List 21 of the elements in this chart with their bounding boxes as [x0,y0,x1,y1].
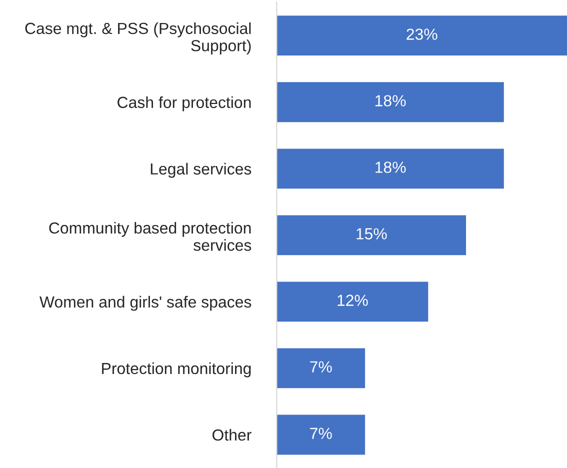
y-tick-label: Cash for protection [118,96,251,112]
y-tick-label: Case mgt. & PSS (Psychosocial Support) [25,22,251,54]
data-label: 7% [310,428,332,439]
data-label: 12% [338,294,368,306]
y-tick-label: Community based protection services [49,222,252,251]
bar [276,148,504,189]
bar [276,282,428,322]
bar [276,82,504,122]
y-tick-label: Legal services [150,162,252,178]
bar [276,16,567,56]
data-label: 18% [376,95,406,106]
data-label: 23% [406,28,438,40]
bar [276,414,366,455]
bar [276,215,466,256]
bar [276,348,366,388]
y-tick-label: Protection monitoring [102,362,251,378]
data-label: 15% [356,228,387,240]
y-tick-label: Women and girls' safe spaces [40,296,252,311]
data-label: 18% [376,162,406,173]
data-label: 7% [310,361,332,372]
y-tick-label: Other [212,428,252,441]
